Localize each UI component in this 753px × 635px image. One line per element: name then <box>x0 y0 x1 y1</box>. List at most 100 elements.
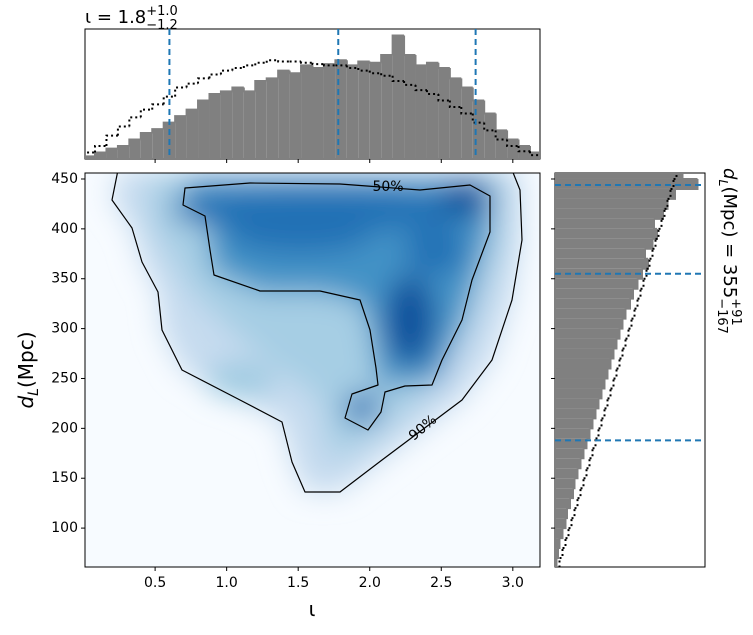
hist-bar <box>255 81 267 159</box>
hist-bar <box>484 113 496 159</box>
hist-step <box>586 428 591 440</box>
hist-step <box>448 68 462 80</box>
hist-bar <box>312 68 324 159</box>
hist-bar <box>198 100 210 159</box>
hist-step <box>571 508 576 520</box>
hist-bar <box>555 468 578 479</box>
hist-bar <box>555 458 581 469</box>
hist-step <box>128 116 141 127</box>
hist-step <box>162 121 176 130</box>
hist-step <box>517 139 530 147</box>
hist-step <box>128 138 141 146</box>
x-tick-label: 2.0 <box>359 575 381 591</box>
label-part: L <box>716 179 731 186</box>
hist-step <box>460 78 473 89</box>
x-tick-label: 0.5 <box>144 575 166 591</box>
hist-step <box>300 64 313 74</box>
hist-step <box>625 328 630 340</box>
label-part: (Mpc) <box>14 331 38 388</box>
hist-step <box>622 338 627 350</box>
hist-step <box>604 398 609 410</box>
hist-step <box>277 60 290 63</box>
hist-step <box>573 478 576 490</box>
hist-step <box>425 90 439 95</box>
hist-step <box>391 75 405 82</box>
hist-step <box>219 90 233 94</box>
hist-step <box>658 218 663 230</box>
hist-bar <box>555 338 617 349</box>
hist-bar <box>449 78 462 159</box>
x-tick-label: 3.0 <box>502 575 524 591</box>
hist-step <box>616 328 621 340</box>
hist-step <box>555 558 561 567</box>
hist-step <box>619 348 624 360</box>
hist-step <box>652 238 657 250</box>
label-part: d <box>14 396 38 409</box>
hist-step <box>460 107 473 115</box>
hist-bar <box>381 55 393 159</box>
label-part: ι = 1.8 <box>85 7 146 28</box>
hist-step <box>528 151 540 157</box>
hist-bar <box>555 548 558 559</box>
right-histogram <box>555 173 699 567</box>
hist-bar <box>220 91 233 159</box>
hist-step <box>437 94 450 102</box>
hist-bar <box>152 129 164 159</box>
hist-step <box>208 93 221 101</box>
hist-step <box>637 288 642 300</box>
hist-step <box>231 86 244 92</box>
hist-bar <box>117 146 130 159</box>
hist-step <box>311 62 324 66</box>
y-tick-label: 450 <box>51 171 78 187</box>
hist-step <box>604 368 609 380</box>
hist-bar <box>555 538 560 549</box>
hist-step <box>607 358 612 370</box>
hist-step <box>139 132 153 140</box>
hist-step <box>254 80 267 92</box>
hist-bar <box>106 148 118 159</box>
hist-step <box>506 139 519 147</box>
hist-bar <box>555 388 602 399</box>
hist-step <box>151 103 164 110</box>
hist-step <box>646 258 651 270</box>
hist-step <box>425 61 439 66</box>
hist-step <box>185 82 199 88</box>
hist-step <box>562 518 567 530</box>
hist-bar <box>555 218 654 229</box>
hist-step <box>675 178 699 190</box>
hist-step <box>391 34 405 55</box>
hist-bar <box>555 228 657 239</box>
hist-step <box>586 458 591 470</box>
hist-bar <box>555 528 563 539</box>
hist-bar <box>209 94 221 159</box>
hist-step <box>595 398 600 410</box>
hist-step <box>643 268 648 280</box>
hist-step <box>574 498 579 510</box>
hist-bar <box>323 64 336 159</box>
hist-bar <box>555 173 683 179</box>
y-tick-label: 350 <box>51 271 78 287</box>
contour-label: 50% <box>372 179 403 195</box>
hist-bar <box>555 248 645 259</box>
hist-bar <box>85 156 96 159</box>
hist-step <box>556 548 559 560</box>
hist-bar <box>243 91 256 159</box>
hist-step <box>437 62 450 69</box>
hist-step <box>598 388 603 400</box>
hist-step <box>403 81 416 86</box>
top-title: ι = 1.8 +1.0−1.2 <box>85 4 178 33</box>
hist-bar <box>289 73 302 159</box>
hist-step <box>345 60 359 67</box>
hist-step <box>607 388 612 400</box>
hist-bar <box>555 238 653 249</box>
hist-bar <box>555 498 570 509</box>
hist-bar <box>335 60 347 159</box>
contour-50 <box>182 182 491 431</box>
hist-bar <box>555 318 623 329</box>
hist-bar <box>555 438 587 449</box>
hist-bar <box>529 152 540 159</box>
hist-step <box>174 86 187 97</box>
hist-step <box>598 418 603 430</box>
hist-bar <box>129 139 141 159</box>
